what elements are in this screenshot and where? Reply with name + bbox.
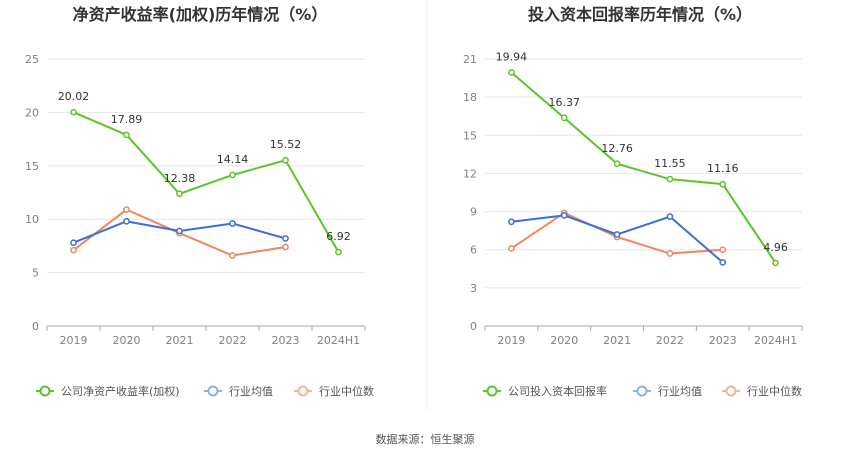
data-point-industry-avg: [508, 218, 515, 226]
data-label: 11.16: [707, 162, 739, 175]
data-point-industry-median: [666, 250, 674, 257]
x-tick-label: 2021: [166, 334, 194, 347]
y-tick-label: 0: [470, 320, 477, 333]
legend-label: 行业中位数: [319, 384, 374, 398]
data-point-industry-avg: [176, 227, 183, 235]
x-tick-label: 2023: [709, 334, 737, 347]
data-point-company: [772, 259, 779, 267]
data-point-industry-avg: [282, 235, 289, 242]
legend-industry-avg[interactable]: 行业均值: [204, 385, 273, 398]
legend-marker: [486, 385, 498, 397]
data-point-industry-avg: [719, 259, 727, 266]
data-point-company: [613, 160, 621, 168]
x-tick-label: 2020: [550, 334, 578, 347]
data-point-industry-avg: [666, 213, 674, 221]
x-tick-label: 2020: [113, 334, 141, 347]
data-label: 17.89: [111, 113, 143, 126]
data-point-industry-median: [508, 245, 515, 252]
x-tick-label: 2023: [272, 334, 300, 347]
y-tick-label: 6: [470, 244, 477, 257]
data-label: 11.55: [654, 157, 686, 170]
data-point-company: [666, 175, 674, 183]
data-point-industry-median: [123, 206, 130, 213]
y-tick-label: 15: [25, 160, 39, 173]
legend-industry-avg[interactable]: 行业均值: [633, 385, 702, 398]
data-point-company: [719, 180, 727, 188]
data-point-industry-avg: [70, 239, 77, 247]
series-line-company: [73, 111, 340, 253]
y-tick-label: 10: [25, 213, 39, 226]
y-tick-label: 25: [25, 53, 39, 66]
data-label: 16.37: [549, 96, 581, 109]
data-point-industry-median: [70, 246, 77, 254]
legend-industry-median[interactable]: 行业中位数: [722, 384, 802, 398]
x-tick-label: 2024H1: [317, 334, 360, 347]
x-tick-label: 2021: [603, 334, 631, 347]
data-point-industry-median: [719, 246, 727, 254]
data-label: 6.92: [326, 230, 351, 243]
x-tick-label: 2022: [219, 334, 247, 347]
legend-company[interactable]: 公司投入资本回报率: [483, 384, 607, 398]
legend-company[interactable]: 公司净资产收益率(加权): [36, 384, 180, 398]
data-label: 20.02: [58, 90, 90, 103]
legend-marker: [297, 385, 309, 397]
data-label: 15.52: [270, 138, 302, 151]
x-tick-label: 2019: [497, 334, 525, 347]
x-tick-label: 2022: [656, 334, 684, 347]
y-tick-label: 18: [463, 91, 477, 104]
data-point-company: [70, 108, 77, 116]
data-point-company: [335, 248, 342, 256]
data-label: 4.96: [763, 241, 788, 254]
data-point-industry-avg: [613, 231, 621, 238]
data-label: 12.76: [601, 142, 633, 155]
roic-chart-panel: 投入资本回报率历年情况（%） 0 3 6 9 12 15 18 21 2019 2020 2021 20…: [463, 5, 803, 398]
data-point-industry-median: [282, 243, 289, 251]
legend-marker: [636, 385, 648, 397]
data-label: 12.38: [164, 172, 196, 185]
series-line-company: [510, 71, 777, 264]
roe-chart-panel: 净资产收益率(加权)历年情况（%） 0 5 10 15 20 25 2019 2020 2021 2…: [25, 5, 374, 398]
legend-label: 公司投入资本回报率: [508, 384, 607, 398]
data-label: 19.94: [496, 50, 528, 63]
y-tick-label: 21: [463, 53, 477, 66]
y-tick-label: 0: [32, 320, 39, 333]
data-point-industry-median: [229, 252, 236, 259]
legend-label: 行业均值: [658, 385, 702, 398]
data-point-company: [282, 156, 289, 164]
data-point-industry-avg: [229, 220, 236, 227]
y-tick-label: 20: [25, 106, 39, 119]
y-tick-label: 9: [470, 206, 477, 219]
data-point-company: [123, 131, 130, 139]
data-label: 14.14: [217, 153, 249, 166]
legend-marker: [725, 385, 737, 397]
x-tick-label: 2024H1: [754, 334, 797, 347]
data-point-industry-avg: [123, 217, 130, 225]
data-point-industry-avg: [560, 212, 568, 219]
y-tick-label: 12: [463, 167, 477, 180]
y-tick-label: 15: [463, 129, 477, 142]
x-tick-label: 2019: [60, 334, 88, 347]
legend-marker: [207, 385, 219, 397]
data-point-company: [176, 190, 183, 198]
y-tick-label: 3: [470, 282, 477, 295]
legend-industry-median[interactable]: 行业中位数: [294, 384, 374, 398]
chart-title: 投入资本回报率历年情况（%）: [528, 5, 752, 24]
data-point-company: [508, 69, 515, 76]
chart-title: 净资产收益率(加权)历年情况（%）: [73, 5, 328, 24]
legend-marker: [39, 385, 51, 397]
y-tick-label: 5: [32, 267, 39, 280]
data-source-footer: 数据来源：恒生聚源: [376, 432, 475, 446]
legend-label: 行业均值: [229, 385, 273, 398]
data-point-company: [560, 114, 568, 122]
legend-label: 行业中位数: [747, 384, 802, 398]
legend-label: 公司净资产收益率(加权): [61, 384, 180, 398]
data-point-company: [229, 171, 236, 179]
